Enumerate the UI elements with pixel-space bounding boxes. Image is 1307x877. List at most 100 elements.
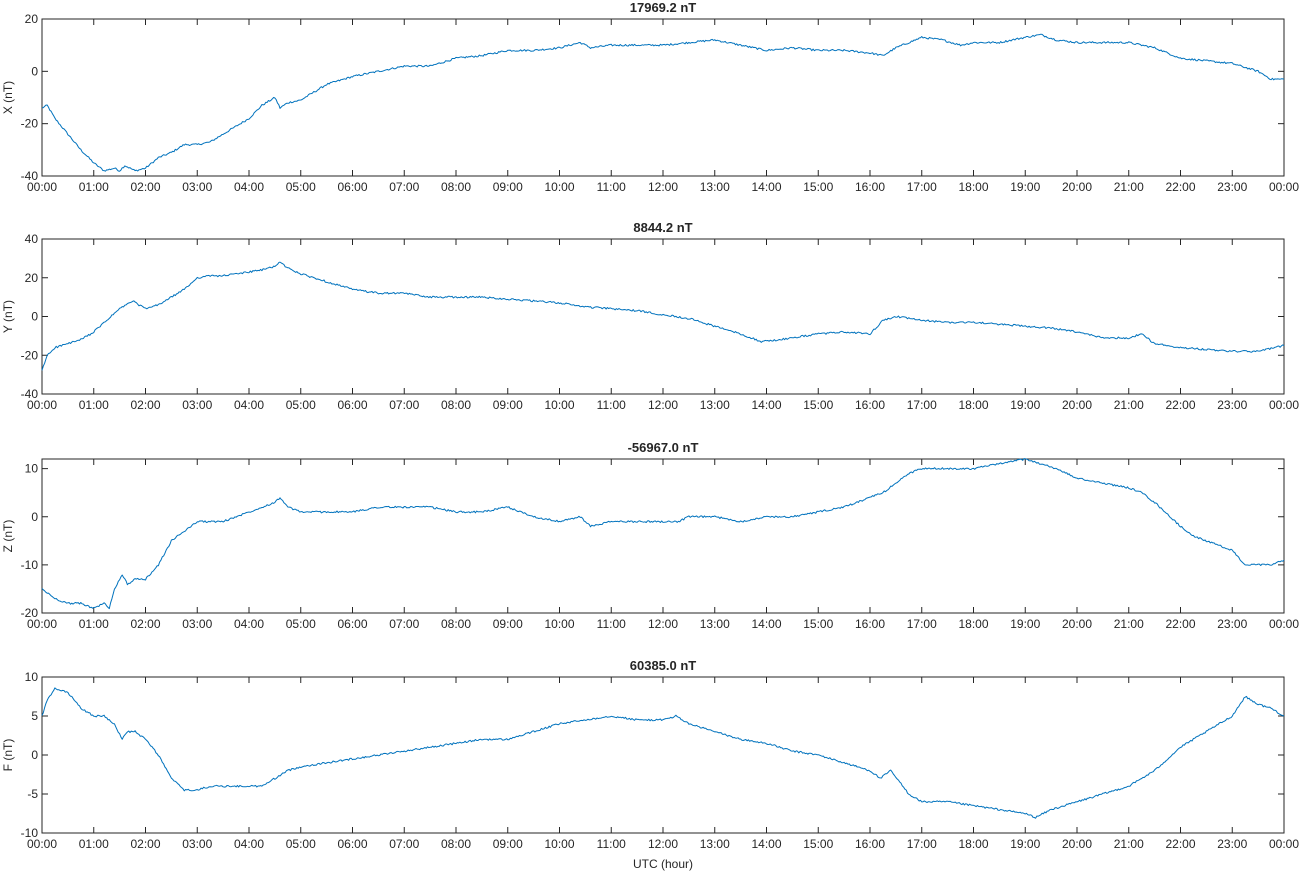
x-tick-label: 07:00	[389, 837, 419, 851]
series-line-2	[41, 261, 1285, 371]
x-tick-label: 06:00	[337, 837, 367, 851]
x-tick-label: 00:00	[27, 837, 57, 851]
x-tick-label: 00:00	[1269, 398, 1299, 412]
x-tick-label: 00:00	[27, 180, 57, 194]
x-tick-label: 00:00	[1269, 180, 1299, 194]
x-tick-label: 19:00	[1010, 837, 1040, 851]
x-tick-label: 04:00	[234, 398, 264, 412]
x-tick-label: 14:00	[751, 617, 781, 631]
y-axis-label-4: F (nT)	[1, 739, 15, 772]
x-tick-label: 09:00	[493, 180, 523, 194]
plot-frame-1	[41, 18, 1285, 177]
x-tick-label: 23:00	[1217, 398, 1247, 412]
y-tick-label: -20	[21, 606, 39, 620]
x-tick-label: 10:00	[544, 398, 574, 412]
x-tick-label: 02:00	[130, 837, 160, 851]
x-tick-label: 21:00	[1114, 398, 1144, 412]
x-tick-label: 12:00	[648, 617, 678, 631]
x-tick-label: 19:00	[1010, 617, 1040, 631]
x-tick-label: 08:00	[441, 398, 471, 412]
x-tick-label: 11:00	[597, 398, 626, 412]
x-tick-label: 23:00	[1217, 837, 1247, 851]
x-tick-label: 11:00	[597, 837, 626, 851]
x-tick-label: 17:00	[907, 617, 937, 631]
y-tick-label: 0	[31, 64, 38, 78]
x-tick-label: 05:00	[286, 180, 316, 194]
x-tick-label: 22:00	[1165, 180, 1195, 194]
y-axis-label-2: Y (nT)	[1, 300, 15, 333]
x-tick-label: 18:00	[958, 837, 988, 851]
x-tick-label: 21:00	[1114, 180, 1144, 194]
x-tick-label: 03:00	[182, 398, 212, 412]
x-tick-label: 23:00	[1217, 617, 1247, 631]
x-tick-label: 16:00	[855, 398, 885, 412]
x-tick-label: 00:00	[27, 617, 57, 631]
x-tick-label: 08:00	[441, 180, 471, 194]
x-tick-label: 16:00	[855, 617, 885, 631]
x-tick-label: 18:00	[958, 180, 988, 194]
x-axis-label: UTC (hour)	[633, 857, 693, 871]
x-tick-label: 12:00	[648, 180, 678, 194]
x-tick-label: 13:00	[700, 617, 730, 631]
x-tick-label: 21:00	[1114, 617, 1144, 631]
y-tick-label: -40	[21, 387, 39, 401]
x-tick-label: 13:00	[700, 398, 730, 412]
x-tick-label: 02:00	[130, 617, 160, 631]
y-tick-label: 20	[25, 12, 39, 26]
y-tick-label: 5	[31, 709, 38, 723]
y-tick-label: 0	[31, 510, 38, 524]
x-tick-label: 07:00	[389, 180, 419, 194]
x-tick-label: 16:00	[855, 837, 885, 851]
series-line-1	[42, 33, 1285, 172]
x-tick-label: 10:00	[544, 617, 574, 631]
y-tick-label: 0	[31, 748, 38, 762]
x-tick-label: 22:00	[1165, 837, 1195, 851]
x-tick-label: 03:00	[182, 180, 212, 194]
chart-title-2: 8844.2 nT	[633, 220, 692, 235]
x-tick-label: 12:00	[648, 837, 678, 851]
plot-frame-2	[41, 238, 1285, 395]
y-tick-label: -20	[21, 117, 39, 131]
x-tick-label: 00:00	[27, 398, 57, 412]
x-tick-label: 11:00	[597, 180, 626, 194]
x-tick-label: 14:00	[751, 837, 781, 851]
x-tick-label: 20:00	[1062, 837, 1092, 851]
chart-title-3: -56967.0 nT	[628, 440, 699, 455]
y-tick-label: 10	[25, 670, 39, 684]
y-axis-label-3: Z (nT)	[1, 520, 15, 553]
x-tick-label: 14:00	[751, 180, 781, 194]
series-line-4	[41, 687, 1285, 819]
x-tick-label: 03:00	[182, 617, 212, 631]
x-tick-label: 19:00	[1010, 398, 1040, 412]
x-tick-label: 23:00	[1217, 180, 1247, 194]
x-tick-label: 15:00	[803, 398, 833, 412]
x-tick-label: 13:00	[700, 180, 730, 194]
y-tick-label: 20	[25, 271, 39, 285]
x-tick-label: 02:00	[130, 180, 160, 194]
x-tick-label: 06:00	[337, 180, 367, 194]
x-tick-label: 05:00	[286, 837, 316, 851]
chart-title-1: 17969.2 nT	[630, 0, 697, 15]
x-tick-label: 01:00	[79, 180, 109, 194]
y-tick-label: -10	[21, 826, 39, 840]
x-tick-label: 07:00	[389, 617, 419, 631]
x-tick-label: 15:00	[803, 837, 833, 851]
x-tick-label: 06:00	[337, 617, 367, 631]
x-tick-label: 05:00	[286, 398, 316, 412]
x-tick-label: 09:00	[493, 837, 523, 851]
x-tick-label: 08:00	[441, 617, 471, 631]
x-tick-label: 17:00	[907, 398, 937, 412]
x-tick-label: 18:00	[958, 617, 988, 631]
series-line-3	[41, 458, 1285, 610]
x-tick-label: 09:00	[493, 398, 523, 412]
x-tick-label: 22:00	[1165, 617, 1195, 631]
x-tick-label: 00:00	[1269, 837, 1299, 851]
x-tick-label: 10:00	[544, 180, 574, 194]
x-tick-label: 05:00	[286, 617, 316, 631]
x-tick-label: 20:00	[1062, 617, 1092, 631]
x-tick-label: 10:00	[544, 837, 574, 851]
chart-title-4: 60385.0 nT	[630, 658, 697, 673]
x-tick-label: 01:00	[79, 617, 109, 631]
y-tick-label: 10	[25, 462, 39, 476]
